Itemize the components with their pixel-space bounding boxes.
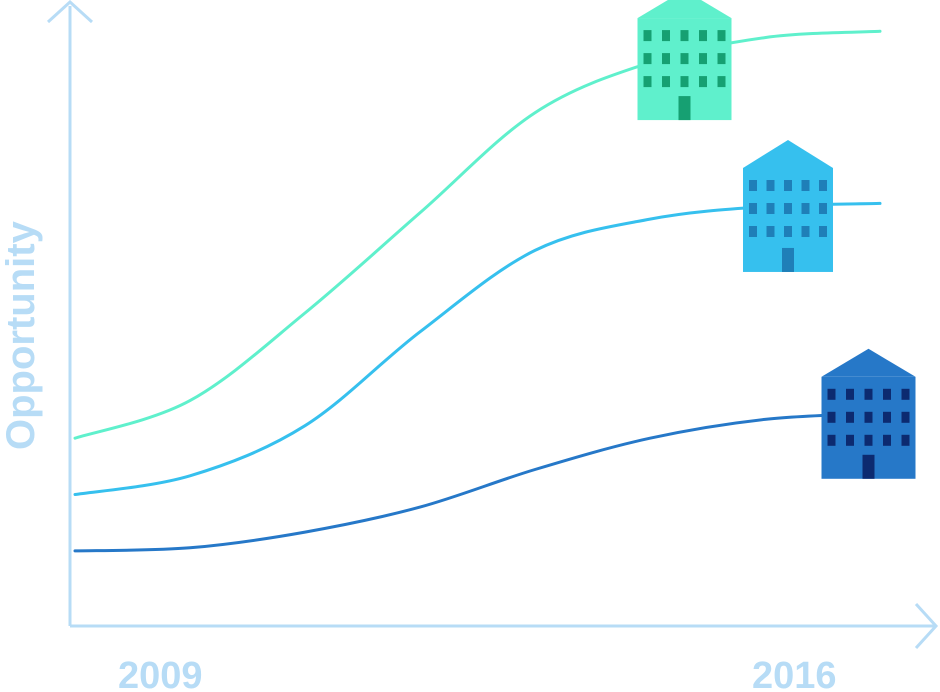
building-window <box>643 30 652 42</box>
building-window <box>819 203 827 214</box>
building-window <box>864 434 873 446</box>
building-window <box>662 30 670 42</box>
building-window <box>643 53 652 65</box>
building-window <box>662 76 670 88</box>
building-window <box>846 388 854 400</box>
building-icon <box>743 139 833 272</box>
y-axis-label: Opportunity <box>0 220 43 450</box>
building-window <box>819 180 827 191</box>
building-window <box>901 434 910 446</box>
building-window <box>827 411 836 423</box>
building-window <box>864 388 873 400</box>
building-window <box>883 434 891 446</box>
building-window <box>749 203 757 214</box>
building-door <box>678 96 691 121</box>
building-window <box>901 388 910 400</box>
building-icon <box>821 348 916 479</box>
series-line-1 <box>73 29 882 440</box>
building-icon <box>637 0 732 121</box>
x-axis-arrow-icon <box>914 602 939 650</box>
building-window <box>680 76 689 88</box>
building-window <box>801 180 810 191</box>
building-window <box>717 53 726 65</box>
building-window <box>827 388 836 400</box>
series-line-3 <box>73 411 882 553</box>
building-roof <box>637 0 732 19</box>
building-window <box>901 411 910 423</box>
building-window <box>784 226 792 237</box>
building-window <box>846 434 854 446</box>
building-window <box>827 434 836 446</box>
building-window <box>766 203 775 214</box>
building-window <box>883 411 891 423</box>
building-window <box>864 411 873 423</box>
building-window <box>784 180 792 191</box>
building-window <box>680 30 689 42</box>
building-window <box>766 180 775 191</box>
building-window <box>801 226 810 237</box>
y-axis-arrow-icon <box>46 0 94 24</box>
axes <box>46 0 939 650</box>
building-window <box>883 388 891 400</box>
building-window <box>801 203 810 214</box>
building-window <box>749 226 757 237</box>
building-window <box>766 226 775 237</box>
building-door <box>862 454 875 479</box>
building-window <box>819 226 827 237</box>
building-window <box>717 30 726 42</box>
series-layer <box>73 29 882 553</box>
building-window <box>662 53 670 65</box>
building-roof <box>743 139 833 168</box>
building-door <box>782 247 794 272</box>
x-tick-label-start: 2009 <box>118 655 203 692</box>
building-window <box>846 411 854 423</box>
building-layer <box>637 0 916 479</box>
building-window <box>717 76 726 88</box>
building-window <box>699 53 707 65</box>
building-window <box>699 30 707 42</box>
building-window <box>680 53 689 65</box>
building-window <box>699 76 707 88</box>
building-roof <box>821 348 916 377</box>
x-tick-label-end: 2016 <box>752 655 837 692</box>
building-window <box>749 180 757 191</box>
building-window <box>643 76 652 88</box>
building-window <box>784 203 792 214</box>
